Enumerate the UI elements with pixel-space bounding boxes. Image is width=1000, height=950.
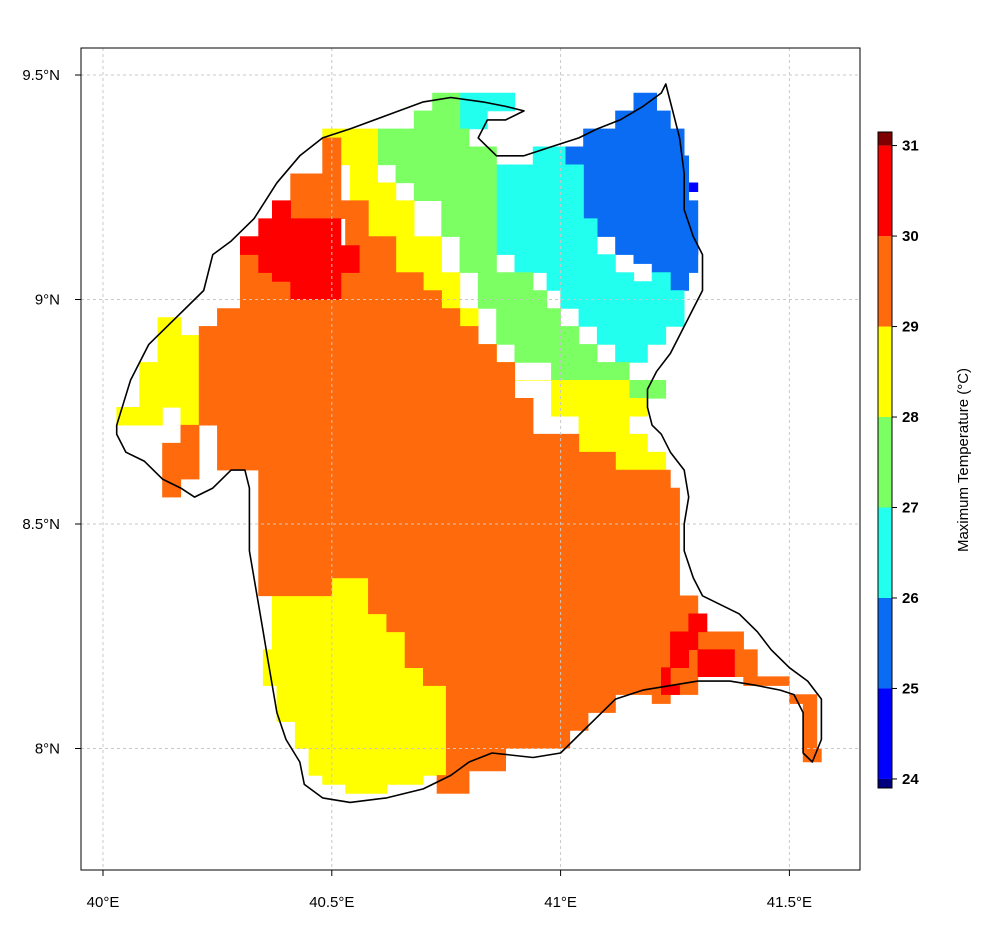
colorbar-tick-label: 31 bbox=[902, 138, 919, 155]
colorbar-tick-label: 28 bbox=[902, 409, 919, 426]
lat-tick-label: 9°N bbox=[35, 292, 60, 309]
grid-lines bbox=[81, 48, 860, 870]
colorbar-bin bbox=[878, 597, 892, 689]
colorbar: 24 25 26 27 28 29 30 31 Maximum Temperature (°C… bbox=[877, 131, 972, 789]
lon-tick-label: 41.5°E bbox=[767, 894, 812, 911]
colorbar-tick-label: 26 bbox=[902, 590, 919, 607]
latitude-axis: 9.5°N 9°N 8.5°N 8°N bbox=[22, 67, 81, 758]
colorbar-tick-label: 29 bbox=[902, 319, 919, 336]
colorbar-bin bbox=[878, 778, 892, 788]
boundary-line bbox=[115, 83, 823, 804]
colorbar-bins bbox=[878, 132, 892, 788]
plot-frame bbox=[80, 47, 861, 871]
region-boundary bbox=[115, 83, 823, 804]
temperature-class-29-30-region bbox=[162, 137, 822, 794]
colorbar-bin bbox=[878, 417, 892, 508]
longitude-axis: 40°E 40.5°E 41°E 41.5°E bbox=[87, 870, 812, 911]
temperature-class-30-31-region bbox=[240, 200, 360, 300]
colorbar-tick-label: 30 bbox=[902, 228, 919, 245]
colorbar-tick-label: 24 bbox=[902, 771, 919, 788]
colorbar-title: Maximum Temperature (°C) bbox=[955, 368, 972, 552]
temperature-raster bbox=[116, 92, 822, 794]
colorbar-bin bbox=[878, 688, 892, 779]
temperature-class-28-29-region bbox=[116, 317, 218, 426]
colorbar-bin bbox=[878, 507, 892, 598]
colorbar-tick-label: 25 bbox=[902, 680, 919, 697]
lat-tick-label: 8.5°N bbox=[22, 516, 60, 533]
temperature-class-25-26-region bbox=[564, 92, 699, 291]
temperature-class-27-28-region bbox=[377, 92, 667, 417]
colorbar-bin bbox=[878, 326, 892, 418]
colorbar-bin bbox=[878, 145, 892, 237]
colorbar-frame bbox=[877, 131, 893, 789]
lat-tick-label: 8°N bbox=[35, 741, 60, 758]
lon-tick-label: 40.5°E bbox=[309, 894, 354, 911]
lon-tick-label: 41°E bbox=[544, 894, 577, 911]
lon-tick-label: 40°E bbox=[87, 894, 120, 911]
colorbar-ticks: 24 25 26 27 28 29 30 31 bbox=[892, 138, 919, 788]
temperature-class-26-27-region bbox=[459, 92, 516, 130]
plot-area: 40°E 40.5°E 41°E 41.5°E 9.5°N 9°N 8.5°N 8°N bbox=[22, 47, 861, 911]
colorbar-tick-label: 27 bbox=[902, 500, 919, 517]
temperature-class-30-31-region bbox=[660, 613, 735, 695]
colorbar-bin bbox=[878, 236, 892, 327]
lat-tick-label: 9.5°N bbox=[22, 67, 60, 84]
colorbar-bin bbox=[878, 132, 892, 146]
